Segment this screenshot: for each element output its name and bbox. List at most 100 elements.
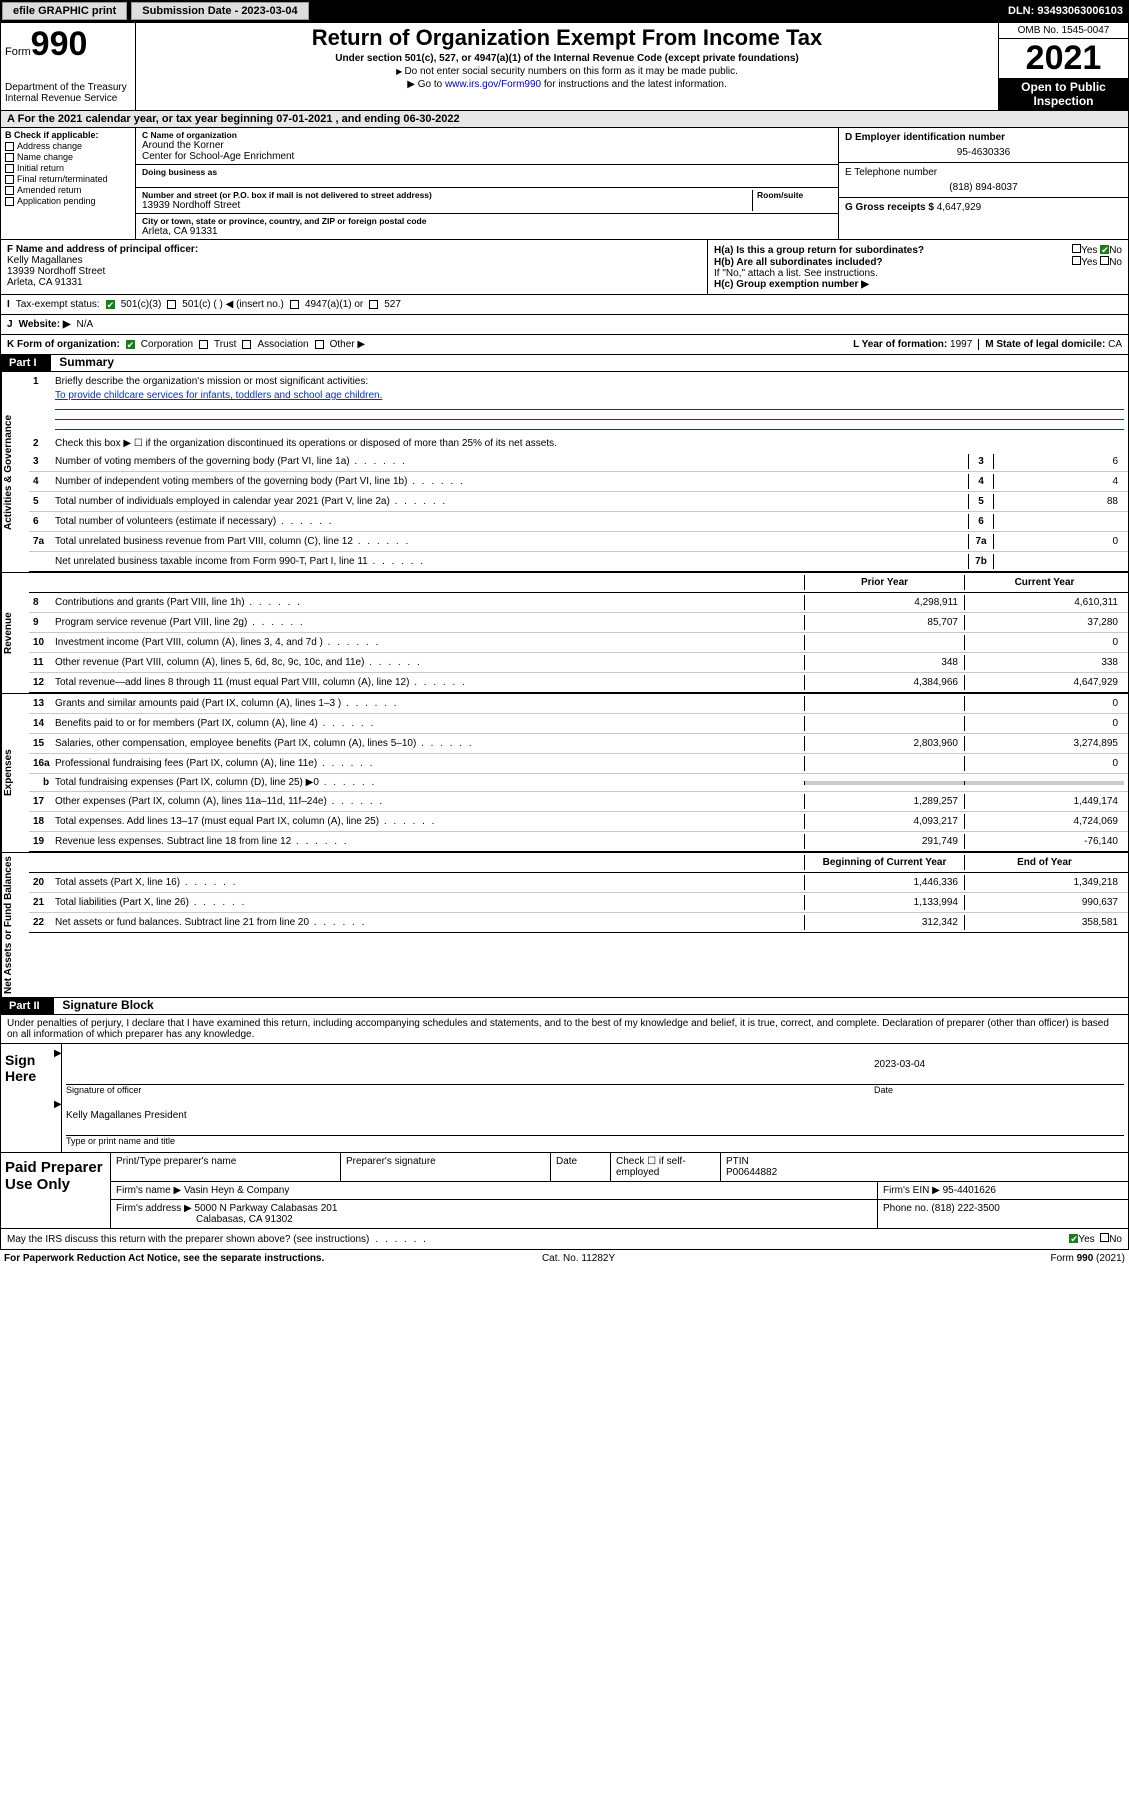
chk-501c3[interactable]: ✔ (106, 300, 115, 309)
ptin: P00644882 (726, 1167, 777, 1178)
hb-label: H(b) Are all subordinates included? (714, 257, 883, 268)
line-desc: Revenue less expenses. Subtract line 18 … (55, 836, 804, 847)
line-desc: Total unrelated business revenue from Pa… (55, 536, 968, 547)
street: 13939 Nordhoff Street (142, 200, 752, 211)
line-desc: Professional fundraising fees (Part IX, … (55, 758, 804, 769)
side-gov: Activities & Governance (1, 372, 29, 572)
line-desc: Net assets or fund balances. Subtract li… (55, 917, 804, 928)
ptin-label: PTIN (726, 1156, 749, 1167)
efile-print-button[interactable]: efile GRAPHIC print (2, 2, 127, 20)
chk-amended[interactable] (5, 186, 14, 195)
prior-val (804, 696, 964, 711)
ha-yes[interactable] (1072, 244, 1081, 253)
m-val: CA (1108, 339, 1122, 350)
line-num: 20 (33, 877, 55, 888)
city: Arleta, CA 91331 (142, 226, 832, 237)
officer-printed: Kelly Magallanes President (66, 1110, 1124, 1121)
i-501c3: 501(c)(3) (121, 299, 162, 310)
form-title: Return of Organization Exempt From Incom… (140, 25, 994, 51)
sign-here-row: Sign Here ▶ 2023-03-04 Signature of offi… (1, 1043, 1128, 1152)
data-row: 17 Other expenses (Part IX, column (A), … (29, 792, 1128, 812)
discuss-yes[interactable]: ✔ (1069, 1234, 1078, 1243)
org-name-1: Around the Korner (142, 140, 832, 151)
chk-name[interactable] (5, 153, 14, 162)
line-num: 5 (33, 496, 55, 507)
current-val: 3,274,895 (964, 736, 1124, 751)
prior-val: 1,289,257 (804, 794, 964, 809)
part1-header: Part I Summary (1, 355, 1128, 372)
irs-link[interactable]: www.irs.gov/Form990 (445, 79, 541, 90)
side-exp: Expenses (1, 694, 29, 852)
line-num: 10 (33, 637, 55, 648)
line-desc: Number of voting members of the governin… (55, 456, 968, 467)
line-desc: Salaries, other compensation, employee b… (55, 738, 804, 749)
hb-yes[interactable] (1072, 256, 1081, 265)
i-4947: 4947(a)(1) or (305, 299, 363, 310)
prior-val: 1,133,994 (804, 895, 964, 910)
discuss-text: May the IRS discuss this return with the… (7, 1234, 369, 1245)
section-j: J Website: ▶ N/A (1, 315, 1128, 335)
f-label: F Name and address of principal officer: (7, 244, 701, 255)
current-val: 990,637 (964, 895, 1124, 910)
current-val: 0 (964, 696, 1124, 711)
line-desc: Total expenses. Add lines 13–17 (must eq… (55, 816, 804, 827)
prior-val (804, 781, 964, 785)
type-print-label: Type or print name and title (66, 1136, 874, 1146)
line-desc: Benefits paid to or for members (Part IX… (55, 718, 804, 729)
g-label: G Gross receipts $ (845, 202, 934, 213)
row-period: A For the 2021 calendar year, or tax yea… (1, 111, 1128, 128)
box-num: 5 (968, 494, 994, 509)
summary-governance: Activities & Governance 1 Briefly descri… (1, 372, 1128, 573)
line-desc: Grants and similar amounts paid (Part IX… (55, 698, 804, 709)
k-other: Other ▶ (330, 339, 365, 350)
chk-final[interactable] (5, 175, 14, 184)
chk-assoc[interactable] (242, 340, 251, 349)
submission-date-button[interactable]: Submission Date - 2023-03-04 (131, 2, 308, 20)
line-num: 12 (33, 677, 55, 688)
chk-other[interactable] (315, 340, 324, 349)
prep-date-label: Date (551, 1153, 611, 1181)
prep-name-label: Print/Type preparer's name (111, 1153, 341, 1181)
i-501c: 501(c) ( ) ◀ (insert no.) (182, 299, 284, 310)
box-num: 4 (968, 474, 994, 489)
chk-trust[interactable] (199, 340, 208, 349)
chk-501c[interactable] (167, 300, 176, 309)
officer-city: Arleta, CA 91331 (7, 277, 701, 288)
ha-no[interactable]: ✔ (1100, 245, 1109, 254)
addr-label: Number and street (or P.O. box if mail i… (142, 190, 752, 200)
hdr-prior: Prior Year (804, 575, 964, 590)
k-corp: Corporation (141, 339, 193, 350)
b-item: Amended return (17, 185, 82, 195)
summary-revenue: Revenue Prior Year Current Year 8 Contri… (1, 573, 1128, 694)
discuss-no[interactable] (1100, 1233, 1109, 1242)
ein: 95-4630336 (845, 147, 1122, 158)
chk-pending[interactable] (5, 197, 14, 206)
chk-527[interactable] (369, 300, 378, 309)
current-val: 0 (964, 756, 1124, 771)
data-row: 21 Total liabilities (Part X, line 26) 1… (29, 893, 1128, 913)
part2-title: Signature Block (56, 998, 153, 1012)
prior-val: 4,093,217 (804, 814, 964, 829)
hb-no[interactable] (1100, 256, 1109, 265)
room-label: Room/suite (757, 190, 832, 200)
sig-officer-label: Signature of officer (66, 1085, 874, 1095)
gov-row: 3 Number of voting members of the govern… (29, 452, 1128, 472)
side-net: Net Assets or Fund Balances (1, 853, 29, 997)
line-num: 22 (33, 917, 55, 928)
current-val: 1,449,174 (964, 794, 1124, 809)
prior-val: 2,803,960 (804, 736, 964, 751)
chk-4947[interactable] (290, 300, 299, 309)
chk-initial[interactable] (5, 164, 14, 173)
data-row: 11 Other revenue (Part VIII, column (A),… (29, 653, 1128, 673)
line-desc: Total number of individuals employed in … (55, 496, 968, 507)
chk-address[interactable] (5, 142, 14, 151)
part2-header: Part II Signature Block (1, 998, 1128, 1015)
fill-line (55, 402, 1124, 410)
chk-corp[interactable]: ✔ (126, 340, 135, 349)
form-label: Form (5, 46, 31, 58)
line-desc: Net unrelated business taxable income fr… (55, 556, 968, 567)
line-desc: Contributions and grants (Part VIII, lin… (55, 597, 804, 608)
current-val: 1,349,218 (964, 875, 1124, 890)
line-val: 6 (994, 454, 1124, 469)
note-goto: ▶ Go to www.irs.gov/Form990 for instruct… (140, 79, 994, 90)
